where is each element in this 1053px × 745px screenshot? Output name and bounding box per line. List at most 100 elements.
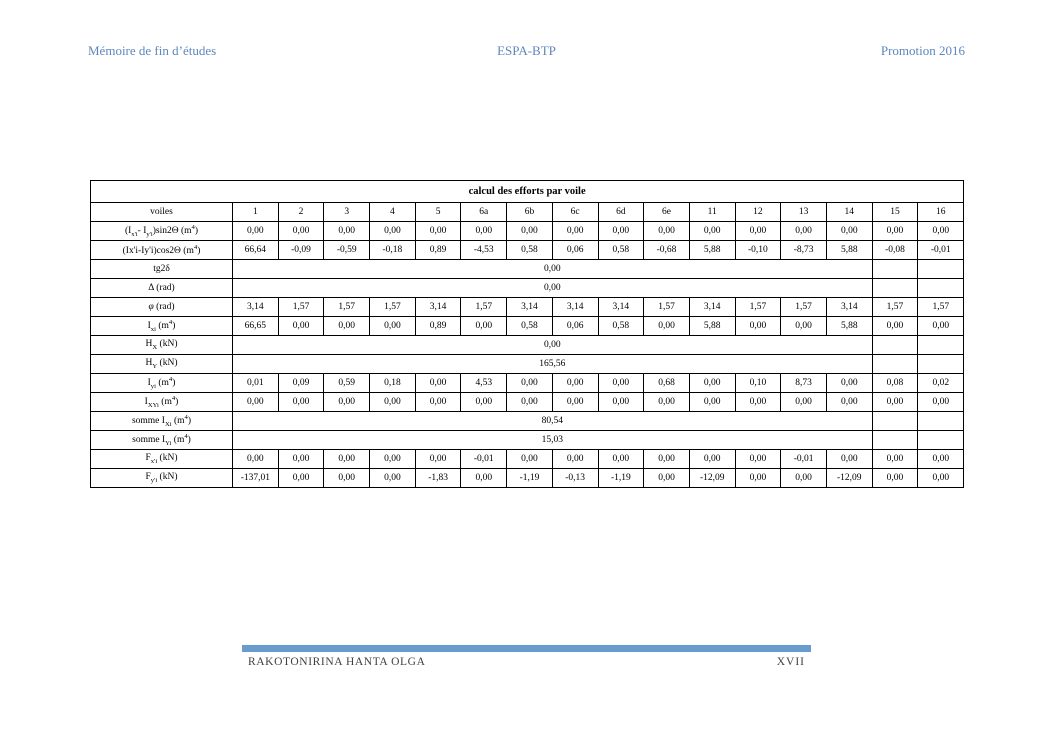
value-cell: 3,14 — [232, 297, 279, 317]
table-row: φ (rad) 3,14 1,57 1,57 1,57 3,14 1,57 3,14 3,14 3… — [90, 297, 965, 317]
value-cell: 0,00 — [551, 392, 599, 412]
value-cell: 0,00 — [460, 468, 508, 488]
value-cell: 0,00 — [780, 221, 827, 241]
footer-accent-bar — [242, 645, 811, 652]
value-cell: 0,00 — [414, 221, 462, 241]
table-row: HY (kN) 165,56 — [90, 354, 965, 374]
value-cell: 1,57 — [871, 297, 919, 317]
column-header: 16 — [917, 202, 965, 222]
value-cell: 5,88 — [688, 240, 736, 260]
value-cell: 0,68 — [643, 373, 690, 393]
value-cell: 4,53 — [460, 373, 508, 393]
value-cell: 0,00 — [871, 392, 919, 412]
value-cell: -0,01 — [780, 449, 827, 469]
column-header: 15 — [871, 202, 919, 222]
column-header: 13 — [780, 202, 827, 222]
table-row: IXYi (m4) 0,00 0,00 0,00 0,00 0,00 0,00 0,00 0,0… — [90, 392, 965, 412]
value-cell: 0,01 — [232, 373, 279, 393]
value-cell: 0,00 — [551, 221, 599, 241]
row-label: Ixi (m4) — [90, 316, 233, 336]
value-cell: 0,00 — [506, 221, 553, 241]
value-cell: 0,00 — [232, 392, 279, 412]
value-cell: 0,00 — [688, 373, 736, 393]
value-cell: 0,00 — [369, 221, 416, 241]
column-header: 14 — [825, 202, 873, 222]
value-cell: 0,00 — [369, 316, 416, 336]
value-cell: 3,14 — [506, 297, 553, 317]
value-cell: 1,57 — [734, 297, 782, 317]
value-cell: 0,00 — [917, 221, 965, 241]
table-row: HX (kN) 0,00 — [90, 335, 965, 355]
value-cell: 0,00 — [506, 449, 553, 469]
value-cell: 0,00 — [277, 316, 325, 336]
empty-cell — [871, 354, 919, 374]
value-cell: 0,00 — [506, 392, 553, 412]
value-cell: 0,00 — [643, 449, 690, 469]
value-cell: 0,00 — [597, 373, 645, 393]
value-cell: 0,58 — [597, 316, 645, 336]
value-cell: 0,10 — [734, 373, 782, 393]
value-cell: 0,00 — [825, 392, 873, 412]
value-cell: 0,00 — [414, 392, 462, 412]
value-cell: 0,00 — [460, 316, 508, 336]
value-cell: 3,14 — [825, 297, 873, 317]
empty-cell — [871, 430, 919, 450]
column-header: 6d — [597, 202, 645, 222]
column-header: 5 — [414, 202, 462, 222]
footer-author: RAKOTONIRINA HANTA OLGA — [248, 656, 426, 668]
value-cell: 0,00 — [825, 373, 873, 393]
value-cell: 5,88 — [688, 316, 736, 336]
value-cell: 0,00 — [643, 221, 690, 241]
empty-cell — [871, 278, 919, 298]
value-cell: 1,57 — [277, 297, 325, 317]
row-label: tg2δ — [90, 259, 233, 279]
value-cell: 0,59 — [323, 373, 371, 393]
value-cell: 0,00 — [369, 468, 416, 488]
row-label: Fy'i (kN) — [90, 468, 233, 488]
value-cell: 0,00 — [825, 449, 873, 469]
row-label: Fx'i (kN) — [90, 449, 233, 469]
column-header: 6c — [551, 202, 599, 222]
value-cell: 0,00 — [643, 468, 690, 488]
value-cell: 0,02 — [917, 373, 965, 393]
value-cell: 3,14 — [688, 297, 736, 317]
value-cell: 0,00 — [780, 392, 827, 412]
value-cell: 0,58 — [506, 240, 553, 260]
value-cell: 0,00 — [414, 373, 462, 393]
merged-value-cell: 15,03 — [232, 430, 873, 450]
value-cell: 0,00 — [643, 392, 690, 412]
value-cell: 0,00 — [277, 468, 325, 488]
table-row: Fy'i (kN) -137,01 0,00 0,00 0,00 -1,83 0,00 -1,… — [90, 468, 965, 488]
value-cell: 0,00 — [277, 449, 325, 469]
table-title: calcul des efforts par voile — [89, 180, 965, 203]
column-header: 11 — [688, 202, 736, 222]
value-cell: 0,00 — [871, 316, 919, 336]
value-cell: -12,09 — [688, 468, 736, 488]
value-cell: 1,57 — [369, 297, 416, 317]
value-cell: -0,01 — [917, 240, 965, 260]
value-cell: 8,73 — [780, 373, 827, 393]
value-cell: -4,53 — [460, 240, 508, 260]
value-cell: 0,00 — [551, 449, 599, 469]
value-cell: -0,09 — [277, 240, 325, 260]
row-label: (Ix'i-Iy'i)cos2Θ (m4) — [90, 240, 233, 260]
value-cell: 0,00 — [917, 316, 965, 336]
value-cell: 0,00 — [734, 221, 782, 241]
header-promotion: Promotion 2016 — [880, 43, 965, 58]
value-cell: 0,09 — [277, 373, 325, 393]
empty-cell — [917, 354, 965, 374]
value-cell: 0,00 — [871, 221, 919, 241]
empty-cell — [917, 278, 965, 298]
value-cell: -137,01 — [232, 468, 279, 488]
value-cell: 0,00 — [780, 316, 827, 336]
value-cell: -1,83 — [414, 468, 462, 488]
page-footer: RAKOTONIRINA HANTA OLGA XVII — [248, 656, 805, 668]
value-cell: -0,01 — [460, 449, 508, 469]
value-cell: -0,68 — [643, 240, 690, 260]
value-cell: 0,00 — [871, 449, 919, 469]
merged-value-cell: 0,00 — [232, 259, 873, 279]
table-header-row: voiles 1 2 3 4 5 6a 6b 6c 6d 6e 11 12 13 14 15 16 — [90, 202, 965, 222]
value-cell: 0,58 — [597, 240, 645, 260]
efforts-table: calcul des efforts par voile voiles 1 2 3 4 5… — [89, 180, 965, 488]
value-cell: 0,00 — [232, 221, 279, 241]
